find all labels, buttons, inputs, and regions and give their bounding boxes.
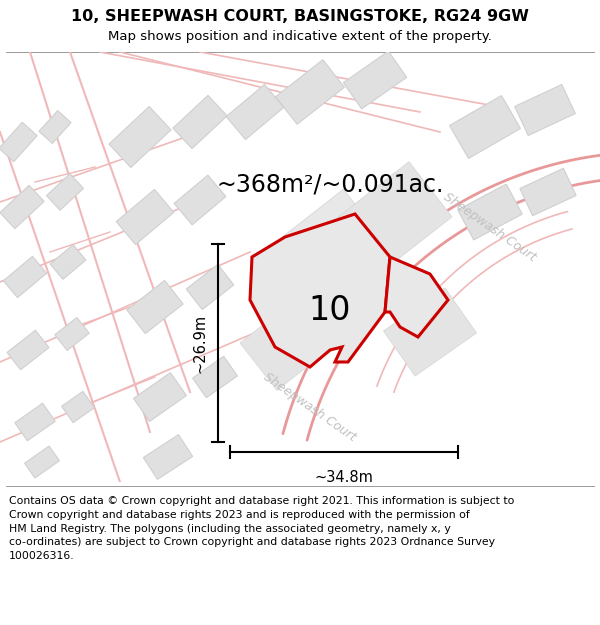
Polygon shape xyxy=(7,330,49,370)
Polygon shape xyxy=(520,168,576,216)
Polygon shape xyxy=(240,294,340,390)
Polygon shape xyxy=(383,288,476,376)
Text: Map shows position and indicative extent of the property.: Map shows position and indicative extent… xyxy=(108,29,492,42)
Polygon shape xyxy=(109,106,171,168)
Polygon shape xyxy=(338,162,452,272)
Polygon shape xyxy=(50,245,86,279)
Polygon shape xyxy=(250,214,390,367)
Polygon shape xyxy=(0,186,44,229)
Polygon shape xyxy=(343,51,407,109)
Text: ~34.8m: ~34.8m xyxy=(314,470,373,485)
Polygon shape xyxy=(275,60,344,124)
Polygon shape xyxy=(173,96,227,149)
Polygon shape xyxy=(46,174,83,210)
Text: Sheepwash Court: Sheepwash Court xyxy=(442,190,539,264)
Text: 10, SHEEPWASH COURT, BASINGSTOKE, RG24 9GW: 10, SHEEPWASH COURT, BASINGSTOKE, RG24 9… xyxy=(71,9,529,24)
Text: Contains OS data © Crown copyright and database right 2021. This information is : Contains OS data © Crown copyright and d… xyxy=(9,496,514,561)
Polygon shape xyxy=(55,318,89,351)
Polygon shape xyxy=(193,356,238,398)
Text: Sheepwash Court: Sheepwash Court xyxy=(262,370,359,444)
Polygon shape xyxy=(385,257,448,337)
Polygon shape xyxy=(174,175,226,225)
Text: ~368m²/~0.091ac.: ~368m²/~0.091ac. xyxy=(217,172,443,196)
Polygon shape xyxy=(134,372,187,421)
Polygon shape xyxy=(449,96,520,159)
Text: ~26.9m: ~26.9m xyxy=(193,314,208,372)
Polygon shape xyxy=(39,111,71,143)
Polygon shape xyxy=(0,122,37,162)
Polygon shape xyxy=(143,434,193,479)
Polygon shape xyxy=(253,189,417,354)
Polygon shape xyxy=(127,281,183,334)
Polygon shape xyxy=(226,84,284,139)
Polygon shape xyxy=(458,184,522,240)
Text: 10: 10 xyxy=(309,294,351,326)
Polygon shape xyxy=(515,84,575,136)
Polygon shape xyxy=(62,391,94,422)
Polygon shape xyxy=(25,446,59,478)
Polygon shape xyxy=(4,256,47,298)
Polygon shape xyxy=(186,264,234,309)
Polygon shape xyxy=(116,189,174,244)
Polygon shape xyxy=(15,403,55,441)
